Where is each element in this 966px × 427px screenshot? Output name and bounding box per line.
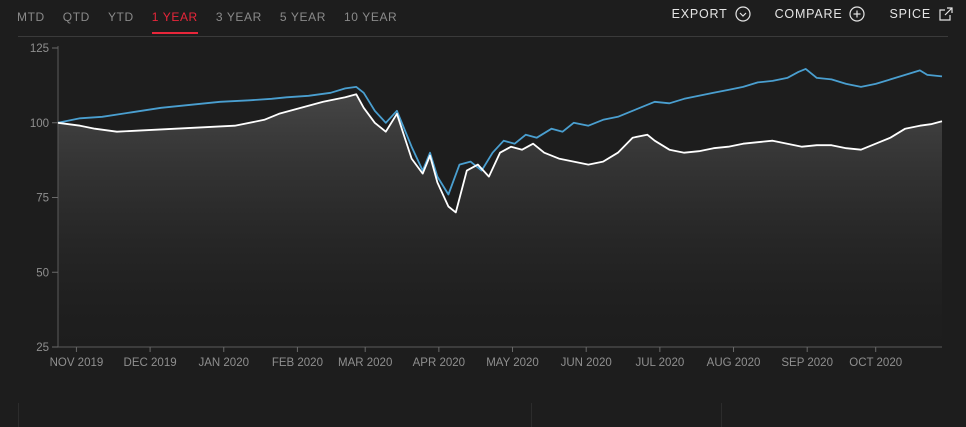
x-tick-label: JUL 2020 bbox=[635, 357, 684, 369]
series-line-white bbox=[57, 93, 943, 214]
spice-label: SPICE bbox=[889, 7, 931, 21]
tab-1-year[interactable]: 1 YEAR bbox=[143, 0, 207, 34]
x-tick-label: JUN 2020 bbox=[561, 357, 612, 369]
x-tick-label: MAR 2020 bbox=[338, 357, 392, 369]
time-range-tabs: MTD QTD YTD 1 YEAR 3 YEAR 5 YEAR 10 YEAR bbox=[8, 0, 406, 34]
x-tick-label: OCT 2020 bbox=[849, 357, 902, 369]
performance-line-chart: 25 50 75 100 125 NOV 2019 DEC 2019 JAN 2020 FEB … bbox=[30, 43, 943, 369]
y-tick-label: 75 bbox=[36, 193, 49, 205]
x-tick-label: JAN 2020 bbox=[198, 357, 249, 369]
x-tick-label: SEP 2020 bbox=[781, 357, 833, 369]
compare-label: COMPARE bbox=[774, 7, 843, 21]
tab-mtd[interactable]: MTD bbox=[17, 10, 45, 24]
tab-ytd[interactable]: YTD bbox=[107, 10, 134, 24]
y-tick-label: 25 bbox=[36, 342, 49, 354]
tab-5-year[interactable]: 5 YEAR bbox=[279, 10, 326, 24]
bottom-panel-middle bbox=[531, 403, 722, 427]
x-tick-label: MAY 2020 bbox=[486, 357, 539, 369]
toolbar-divider bbox=[18, 36, 948, 37]
x-tick-label: APR 2020 bbox=[413, 357, 465, 369]
chevron-down-circle-icon bbox=[735, 6, 751, 22]
range-toolbar: MTD QTD YTD 1 YEAR 3 YEAR 5 YEAR 10 YEAR… bbox=[0, 0, 966, 34]
plus-circle-icon bbox=[849, 6, 866, 22]
external-link-icon bbox=[939, 7, 953, 21]
tab-3-year[interactable]: 3 YEAR bbox=[215, 10, 262, 24]
y-tick-label: 125 bbox=[30, 43, 49, 55]
spice-button[interactable]: SPICE bbox=[889, 6, 954, 22]
chart-actions: EXPORT COMPARE SPICE bbox=[648, 6, 954, 22]
export-button[interactable]: EXPORT bbox=[672, 6, 751, 22]
bottom-panel-left bbox=[18, 403, 531, 427]
tab-qtd[interactable]: QTD bbox=[62, 10, 90, 24]
series-area-fill bbox=[58, 94, 942, 347]
y-tick-label: 100 bbox=[30, 118, 49, 130]
export-label: EXPORT bbox=[671, 7, 728, 21]
y-tick-label: 50 bbox=[36, 267, 49, 279]
x-tick-label: FEB 2020 bbox=[272, 357, 323, 369]
compare-button[interactable]: COMPARE bbox=[775, 6, 866, 22]
series-line-blue bbox=[57, 68, 943, 196]
tab-10-year[interactable]: 10 YEAR bbox=[343, 10, 398, 24]
x-tick-label: NOV 2019 bbox=[50, 357, 104, 369]
x-tick-label: DEC 2019 bbox=[124, 357, 177, 369]
bottom-panel-right bbox=[721, 403, 952, 427]
x-tick-label: AUG 2020 bbox=[707, 357, 761, 369]
